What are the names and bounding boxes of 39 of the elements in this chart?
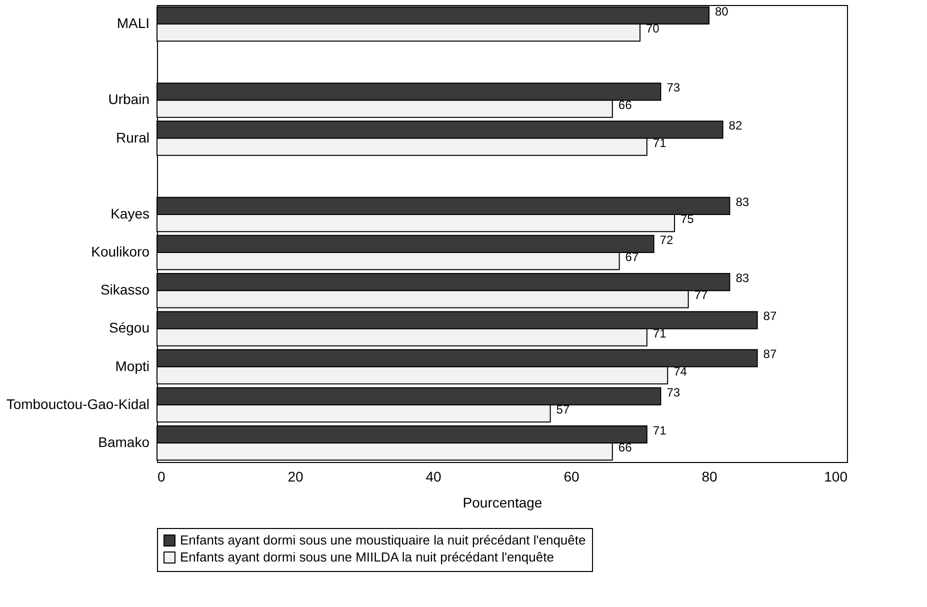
data-label: 87 [763, 309, 777, 324]
data-label: 75 [680, 212, 694, 226]
data-label: 80 [715, 4, 729, 18]
legend-label: Enfants ayant dormi sous une moustiquaire la nuit précédant l'enquête [180, 532, 586, 548]
data-label: 73 [666, 80, 680, 95]
y-tick-label: Bamako [98, 434, 150, 450]
data-label: 74 [674, 364, 688, 378]
data-label: 71 [652, 326, 667, 340]
data-label: 83 [736, 194, 750, 209]
x-tick-label: 0 [158, 468, 166, 484]
y-tick-label: Tombouctou-Gao-Kidal [6, 396, 150, 412]
data-label: 67 [625, 250, 639, 264]
y-tick-label: MALI [116, 15, 150, 32]
data-label: 71 [652, 136, 667, 150]
data-label: 66 [618, 98, 632, 112]
x-tick-label: 20 [288, 468, 304, 484]
data-label: 87 [763, 347, 777, 362]
x-tick-label: 40 [426, 468, 442, 484]
y-tick-label: Kayes [110, 205, 150, 222]
data-label: 83 [736, 271, 750, 286]
legend-label: Enfants ayant dormi sous une MIILDA la nuit précédant l'enquête [180, 550, 554, 564]
y-tick-label: Koulikoro [91, 244, 150, 260]
data-label: 73 [666, 385, 680, 400]
y-tick-label: Rural [116, 129, 150, 146]
y-tick-label: Mopti [115, 358, 150, 374]
y-tick-label: Sikasso [100, 282, 150, 298]
data-label: 66 [618, 440, 632, 455]
data-label: 77 [694, 288, 708, 302]
data-label: 72 [660, 232, 674, 247]
x-tick-label: 80 [702, 468, 718, 484]
data-label: 70 [646, 22, 660, 36]
x-tick-label: 60 [564, 468, 580, 484]
data-label: 57 [556, 402, 570, 416]
y-tick-label: Urbain [108, 91, 150, 108]
y-tick-label: Ségou [109, 320, 150, 336]
data-label: 82 [728, 118, 742, 133]
x-tick-label: 100 [824, 468, 848, 484]
data-label: 71 [652, 423, 667, 438]
x-axis-title: Pourcentage [462, 494, 542, 510]
